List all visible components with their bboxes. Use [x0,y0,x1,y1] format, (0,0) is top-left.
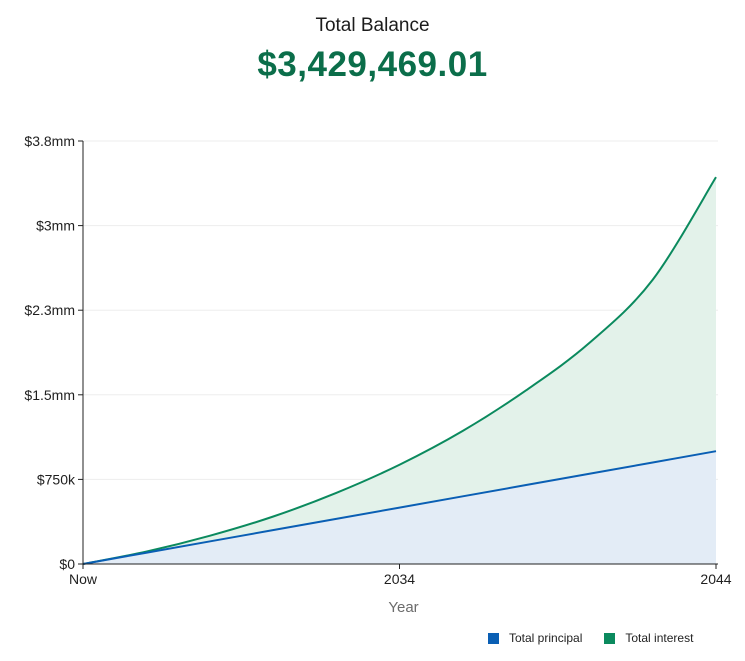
interest-area [83,177,716,564]
y-tick-label: $1.5mm [24,387,75,403]
y-tick-label: $2.3mm [24,302,75,318]
interest-line [82,176,717,565]
legend-label-principal: Total principal [509,631,583,645]
chart-header: Total Balance $3,429,469.01 [0,14,745,86]
x-tick-label: 2044 [700,571,731,587]
legend-item-principal[interactable]: Total principal [488,631,582,645]
series-areas [83,177,716,564]
principal-line [82,450,717,565]
legend-swatch-principal [488,632,499,644]
series-lines [82,176,717,565]
total-balance-value: $3,429,469.01 [257,45,488,84]
y-tick-label: $0 [59,556,75,572]
y-tick-label: $3.8mm [24,133,75,149]
chart-legend: Total principal Total interest [488,631,693,645]
x-tick-label: 2034 [384,571,415,587]
axes [78,140,718,569]
legend-swatch-interest [604,632,616,644]
y-tick-label: $750k [37,471,76,487]
legend-item-interest[interactable]: Total interest [604,631,693,645]
chart-title: Total Balance [315,15,430,36]
legend-label-interest: Total interest [625,631,694,645]
axis-labels: $0 $750k $1.5mm $2.3mm $3mm $3.8mm Now 2034 2044… [24,133,731,616]
x-axis-label: Year [388,599,418,616]
x-tick-label: Now [69,571,98,587]
y-tick-label: $3mm [36,218,75,234]
